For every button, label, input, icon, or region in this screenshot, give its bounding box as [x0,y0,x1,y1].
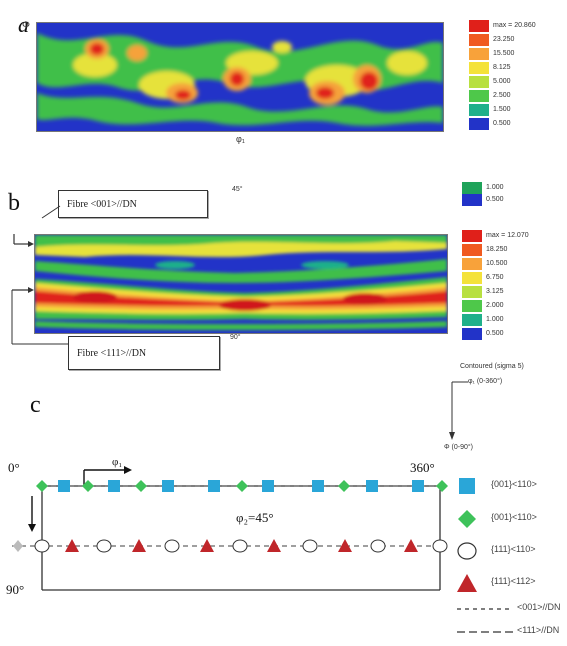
triangle-icon [457,574,477,592]
legend-b-swatch-7 [462,328,482,340]
legend-panel-b-top: 1.000 0.500 [462,182,542,212]
schematic-diagram [12,466,448,591]
top-row-markers [36,480,448,492]
legend-b-caption: Contoured (sigma 5) [460,363,524,370]
legend-a-value-7: 0.500 [493,120,511,127]
square-icon [459,478,475,494]
legend-b-swatch-3 [462,272,482,284]
legend-b-value-5: 2.000 [486,302,504,309]
legend-b-swatch-5 [462,300,482,312]
key-label-triangle: {111}<112> [491,576,536,586]
key-label-dash-111: <111>//DN [517,625,560,635]
key-label-circle: {111}<110> [491,544,536,554]
fibre-111-pointer [12,343,68,345]
key-label-dash-001: <001>//DN [517,602,561,612]
diamond-icon [458,510,476,528]
legend-a-value-2: 15.500 [493,50,515,57]
legend-a-swatch-6 [469,104,489,116]
legend-b-value-7: 0.500 [486,330,504,337]
arrow-side-label: Φ (0-90°) [444,444,474,451]
legend-panel-a: max = 20.860 23.250 15.500 8.125 5.000 2… [469,20,564,132]
panel-b-label: b [8,190,20,216]
label-360deg: 360° [410,460,435,475]
legend-a-swatch-7 [469,118,489,130]
legend-b-swatch-1 [462,244,482,256]
legend-b-top-value-0: 1.000 [486,184,504,191]
legend-a-value-0: max = 20.860 [493,22,536,29]
legend-a-swatch-5 [469,90,489,102]
phi2-label: φ₂=45° [236,510,274,525]
legend-a-swatch-1 [469,34,489,46]
bottom-row-markers [13,539,448,553]
fibre-arrows [11,234,34,344]
long-dashed-line-icon [457,631,513,633]
legend-a-swatch-2 [469,48,489,60]
panel-c-label: c [30,392,41,418]
legend-panel-b: max = 12.070 18.250 10.500 6.750 3.125 2… [462,230,562,360]
legend-b-top-value-1: 0.500 [486,196,504,203]
panel-a-label: a [18,12,29,37]
legend-b-swatch-4 [462,286,482,298]
fibre-001-pointer [41,205,61,219]
fibre-001-box: Fibre <001>//DN [58,190,208,218]
key-label-square: {001}<110> [491,479,537,489]
legend-b-value-1: 18.250 [486,246,508,253]
legend-a-swatch-4 [469,76,489,88]
legend-b-value-4: 3.125 [486,288,504,295]
legend-a-swatch-3 [469,62,489,74]
legend-a-value-6: 1.500 [493,106,511,113]
odf-map-b [34,234,448,334]
phi-axes-arrows [449,381,468,440]
legend-b-swatch-2 [462,258,482,270]
legend-b-top-swatch-0 [462,182,482,194]
legend-b-top-swatch-1 [462,194,482,206]
legend-a-swatch-0 [469,20,489,32]
legend-b-value-3: 6.750 [486,274,504,281]
legend-a-value-1: 23.250 [493,36,515,43]
panel-a-axis-mark: Φ [22,20,30,31]
legend-b-value-0: max = 12.070 [486,232,529,239]
label-0deg: 0° [8,460,20,475]
legend-b-value-6: 1.000 [486,316,504,323]
fibre-111-box: Fibre <111>//DN [68,336,220,370]
panel-a-bottom-mark: φ₁ [236,134,245,144]
circle-icon [457,542,477,560]
legend-a-value-5: 2.500 [493,92,511,99]
legend-a-value-4: 5.000 [493,78,511,85]
legend-b-swatch-0 [462,230,482,242]
label-90deg: 90° [6,582,25,597]
panel-b-bottom-mark: 90° [230,334,241,341]
panel-b-top-mark: 45° [232,186,243,193]
legend-a-value-3: 8.125 [493,64,511,71]
legend-b-swatch-6 [462,314,482,326]
dashed-line-icon [457,608,513,610]
key-label-diamond: {001}<110> [491,512,537,522]
legend-b-value-2: 10.500 [486,260,508,267]
odf-map-a [36,22,444,132]
phi1-label: φ₁ [112,456,123,468]
arrow-top-label: φ₁ (0-360°) [468,378,503,385]
